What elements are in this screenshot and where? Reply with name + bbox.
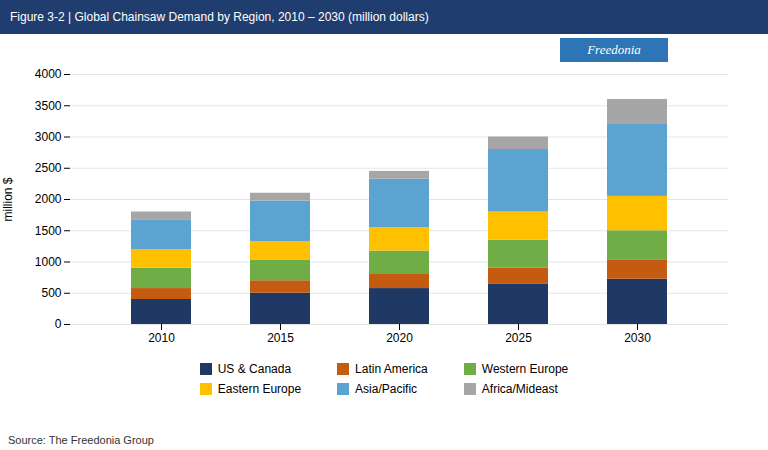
svg-text:1500: 1500 [35, 224, 62, 238]
html-text:US & Canada: US & Canada [217, 362, 292, 376]
svg-text:500: 500 [41, 286, 61, 300]
svg-text:2500: 2500 [35, 161, 62, 175]
html-text:Eastern Europe: Eastern Europe [217, 382, 302, 396]
svg-text:4000: 4000 [35, 67, 62, 81]
svg-text:3000: 3000 [35, 130, 62, 144]
svg-text:2025: 2025 [505, 331, 532, 345]
html-text:Africa/Mideast: Africa/Mideast [481, 382, 558, 396]
svg-text:2000: 2000 [35, 192, 62, 206]
html-text:Western Europe: Western Europe [481, 362, 569, 376]
svg-text:2010: 2010 [148, 331, 175, 345]
svg-text:2030: 2030 [624, 331, 651, 345]
html-text:Source: The Freedonia Group: Source: The Freedonia Group [8, 434, 154, 446]
svg-text:0: 0 [55, 317, 62, 331]
svg-text:1000: 1000 [35, 255, 62, 269]
html-text:Asia/Pacific: Asia/Pacific [355, 382, 418, 396]
html-text:Latin America: Latin America [355, 362, 428, 376]
html-text:Freedonia: Freedonia [587, 42, 641, 57]
svg-text:million $: million $ [1, 177, 15, 221]
svg-text:3500: 3500 [35, 99, 62, 113]
svg-text:2020: 2020 [386, 331, 413, 345]
svg-text:2015: 2015 [267, 331, 294, 345]
html-text:Figure 3-2 | Global Chainsaw D: Figure 3-2 | Global Chainsaw Demand by R… [10, 10, 429, 24]
